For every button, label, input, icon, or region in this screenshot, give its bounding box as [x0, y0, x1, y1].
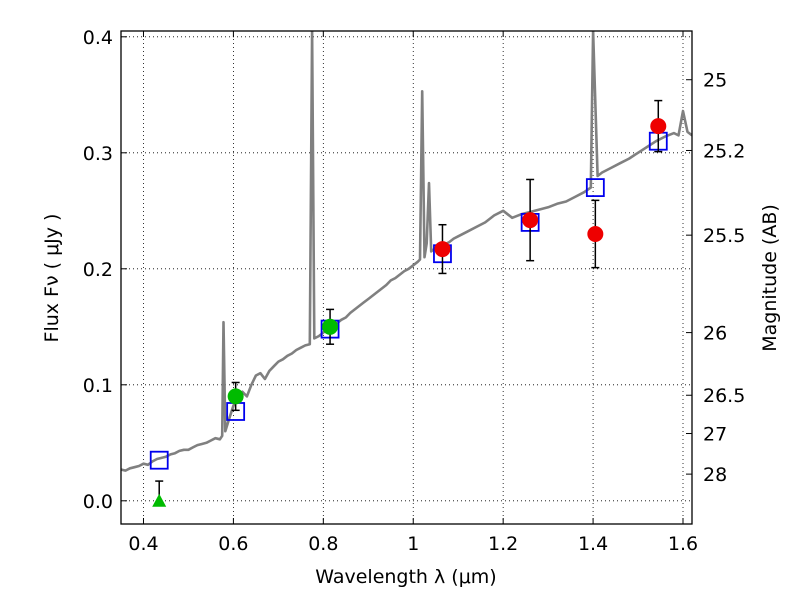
y-tick-label: 0.0 — [83, 491, 113, 513]
y2-tick-label: 25 — [703, 70, 727, 92]
y2-tick-label: 25.5 — [703, 225, 745, 247]
red-data-point — [434, 241, 451, 258]
y-tick-label: 0.3 — [83, 143, 113, 165]
y2-tick-label: 26.5 — [703, 385, 745, 407]
red-data-point — [522, 212, 539, 229]
data-points — [149, 99, 668, 507]
grid — [121, 31, 692, 524]
x-axis-label: Wavelength λ (μm) — [315, 566, 496, 588]
green-data-point — [227, 388, 244, 405]
red-data-point — [587, 226, 604, 242]
model-box — [149, 450, 169, 470]
y2-tick-label: 28 — [703, 464, 727, 486]
spectrum-line — [121, 31, 692, 472]
red-data-point — [650, 118, 667, 135]
x-tick-label: 1.2 — [488, 533, 518, 555]
x-tick-label: 0.6 — [218, 533, 248, 555]
plot-data — [121, 31, 692, 472]
y2-axis-label: Magnitude (AB) — [759, 204, 781, 352]
x-tick-label: 1 — [407, 533, 419, 555]
y2-tick-label: 25.2 — [703, 140, 745, 162]
x-tick-label: 0.8 — [308, 533, 338, 555]
y2-tick-label: 27 — [703, 424, 727, 446]
model-box — [585, 178, 605, 198]
ticks: 0.4 0.6 0.8 1 1.2 1.4 1.6 0.0 0.1 0.2 0.3 0.4 25 25.2… — [83, 27, 746, 555]
y-tick-label: 0.4 — [83, 27, 113, 49]
y-tick-label: 0.2 — [83, 259, 113, 281]
x-tick-label: 1.6 — [668, 533, 698, 555]
green-data-point — [322, 318, 339, 335]
upper-limit-marker — [152, 493, 167, 507]
x-tick-label: 0.4 — [128, 533, 158, 555]
x-tick-label: 1.4 — [578, 533, 608, 555]
y2-tick-label: 26 — [703, 323, 727, 345]
y-tick-label: 0.1 — [83, 375, 113, 397]
plot-frame — [120, 30, 693, 525]
y-axis-label: Flux Fν ( μJy ) — [41, 214, 63, 343]
